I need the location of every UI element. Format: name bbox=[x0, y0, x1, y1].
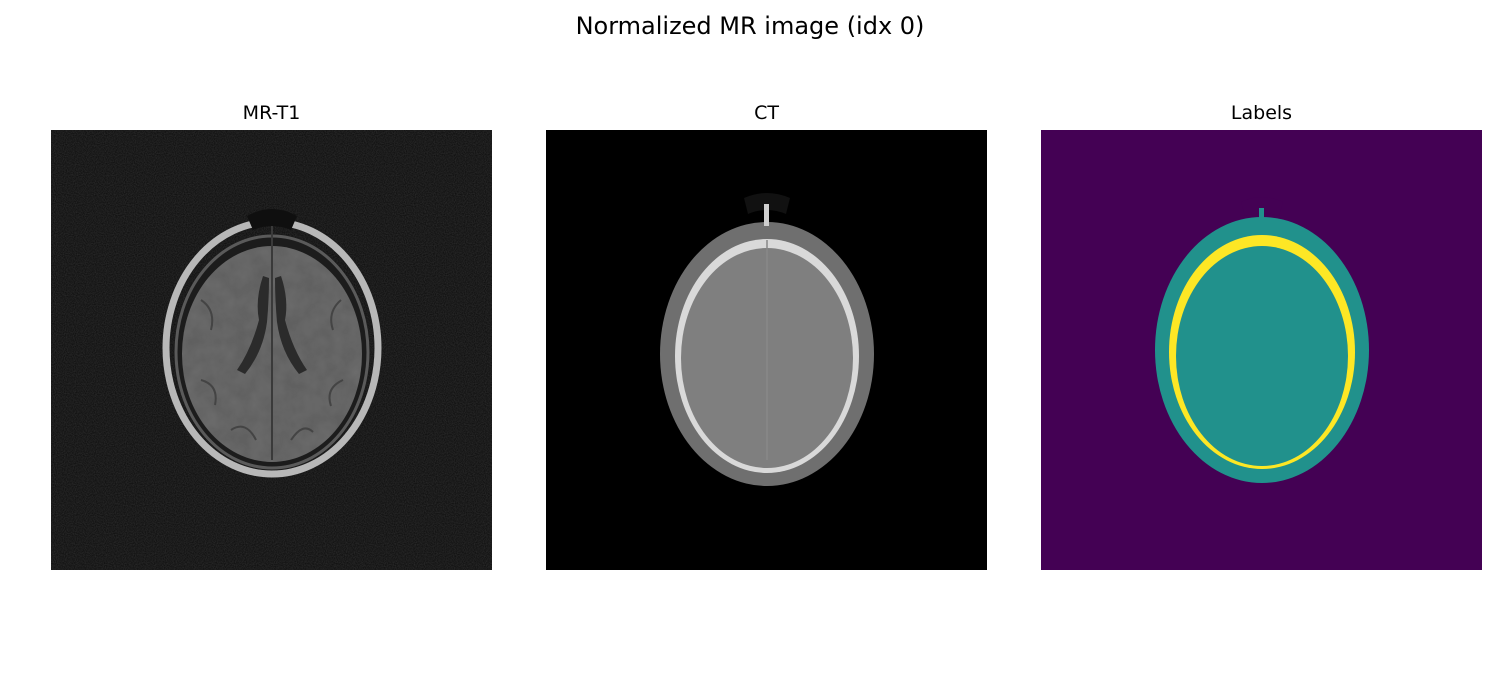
ct-panel-title: CT bbox=[754, 102, 779, 124]
ct-image bbox=[546, 130, 987, 570]
mr-t1-image bbox=[51, 130, 492, 570]
labels-image bbox=[1041, 130, 1482, 570]
mr-t1-panel-title: MR-T1 bbox=[242, 102, 301, 124]
figure-title: Normalized MR image (idx 0) bbox=[575, 12, 925, 40]
labels-panel-title: Labels bbox=[1230, 102, 1293, 124]
